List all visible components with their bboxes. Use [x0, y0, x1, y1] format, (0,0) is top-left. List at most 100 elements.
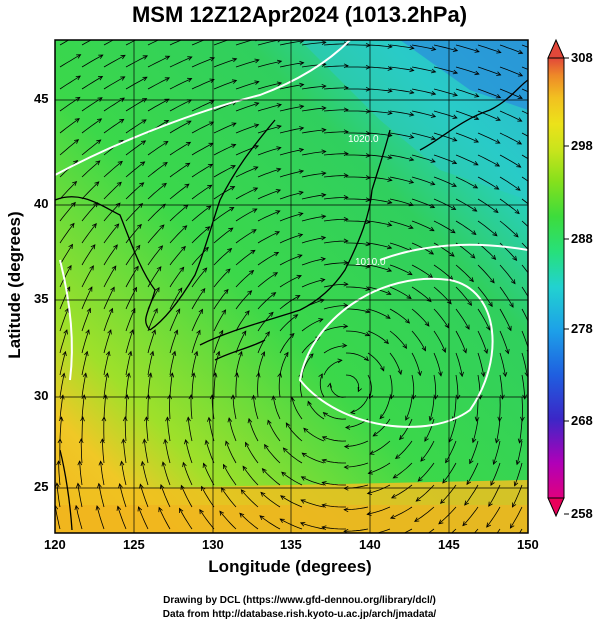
streamline	[389, 110, 414, 116]
streamline	[103, 223, 120, 244]
streamline-arrow	[252, 187, 259, 192]
streamline	[346, 220, 370, 223]
streamline-arrow	[297, 254, 303, 259]
streamline-arrow	[515, 186, 521, 191]
streamline	[477, 220, 498, 237]
streamline	[455, 154, 479, 166]
streamline	[279, 191, 304, 200]
streamline	[235, 124, 259, 134]
streamline	[433, 44, 458, 52]
streamline	[455, 176, 478, 189]
streamline-arrow	[480, 371, 486, 378]
streamline-arrow	[231, 122, 237, 127]
streamline	[257, 351, 265, 376]
streamline	[411, 352, 421, 376]
streamline-arrow	[488, 501, 493, 507]
streamline-arrow	[261, 468, 267, 474]
streamline	[367, 264, 392, 272]
streamline	[125, 98, 147, 112]
streamline	[147, 329, 156, 354]
streamline-arrow	[205, 226, 211, 231]
streamline	[411, 154, 436, 163]
map-title: MSM 12Z12Apr2024 (1013.2hPa)	[131, 2, 468, 27]
streamline	[225, 441, 237, 464]
streamline-arrow	[77, 460, 83, 466]
streamline	[323, 240, 348, 244]
streamline	[191, 267, 208, 288]
cbar-tick-308: 308	[571, 50, 593, 65]
streamline	[169, 162, 190, 178]
streamline	[455, 352, 463, 377]
streamline	[81, 54, 103, 68]
streamline-arrow	[492, 231, 498, 237]
streamline	[367, 44, 392, 48]
streamline	[452, 396, 457, 421]
streamline-arrow	[367, 470, 373, 475]
streamline-arrow	[407, 270, 413, 276]
streamline-arrow	[119, 118, 125, 124]
streamline-arrow	[343, 85, 349, 91]
streamline-arrow	[300, 476, 307, 481]
streamline-arrow	[139, 182, 145, 188]
streamline	[346, 286, 370, 290]
streamline-arrow	[129, 329, 134, 335]
streamline	[125, 119, 147, 134]
streamline	[257, 231, 280, 244]
streamline	[147, 141, 169, 156]
streamline	[389, 88, 414, 94]
streamline	[191, 79, 215, 90]
streamline	[303, 428, 325, 442]
streamline-arrow	[472, 183, 479, 189]
streamline-arrow	[387, 66, 393, 71]
streamline-arrow	[227, 417, 233, 423]
streamline	[411, 110, 436, 117]
streamline	[59, 202, 76, 222]
streamline-arrow	[229, 186, 236, 191]
streamline-arrow	[187, 56, 193, 61]
streamline-arrow	[276, 81, 283, 87]
streamline-arrow	[188, 35, 193, 39]
streamline	[433, 88, 458, 96]
streamline	[147, 308, 158, 332]
streamline-arrow	[164, 98, 170, 104]
streamline	[59, 351, 66, 376]
streamline	[235, 290, 252, 310]
streamline	[235, 249, 256, 266]
streamline	[323, 109, 348, 112]
streamline-arrow	[522, 394, 527, 400]
streamline	[191, 57, 215, 68]
streamline-arrow	[387, 88, 393, 93]
streamline-arrow	[61, 372, 66, 378]
streamline	[59, 308, 69, 332]
streamline	[301, 129, 326, 134]
streamline-arrow	[397, 369, 403, 376]
streamline-arrow	[229, 206, 235, 212]
streamline	[253, 395, 259, 420]
streamline	[235, 166, 258, 178]
streamline-arrow	[245, 441, 250, 448]
streamline	[242, 466, 259, 486]
streamline-arrow	[140, 460, 146, 467]
streamline-arrow	[153, 307, 158, 314]
streamline-arrow	[452, 69, 459, 75]
streamline	[344, 462, 369, 468]
streamline-arrow	[180, 245, 186, 251]
streamline-arrow	[273, 252, 280, 257]
streamline	[56, 483, 61, 508]
streamline	[367, 220, 392, 226]
streamline	[301, 215, 326, 222]
streamline-arrow	[517, 438, 523, 444]
streamline	[180, 485, 193, 508]
streamline	[125, 76, 148, 90]
streamline-arrow	[405, 318, 411, 324]
streamline-arrow	[472, 207, 478, 212]
streamline-arrow	[496, 71, 502, 76]
streamline	[191, 288, 206, 310]
streamline-arrow	[202, 267, 208, 273]
streamline	[81, 329, 90, 354]
streamline	[411, 264, 433, 278]
streamline	[213, 248, 232, 266]
streamline	[235, 102, 259, 112]
streamline	[147, 162, 168, 178]
streamline	[125, 266, 139, 288]
